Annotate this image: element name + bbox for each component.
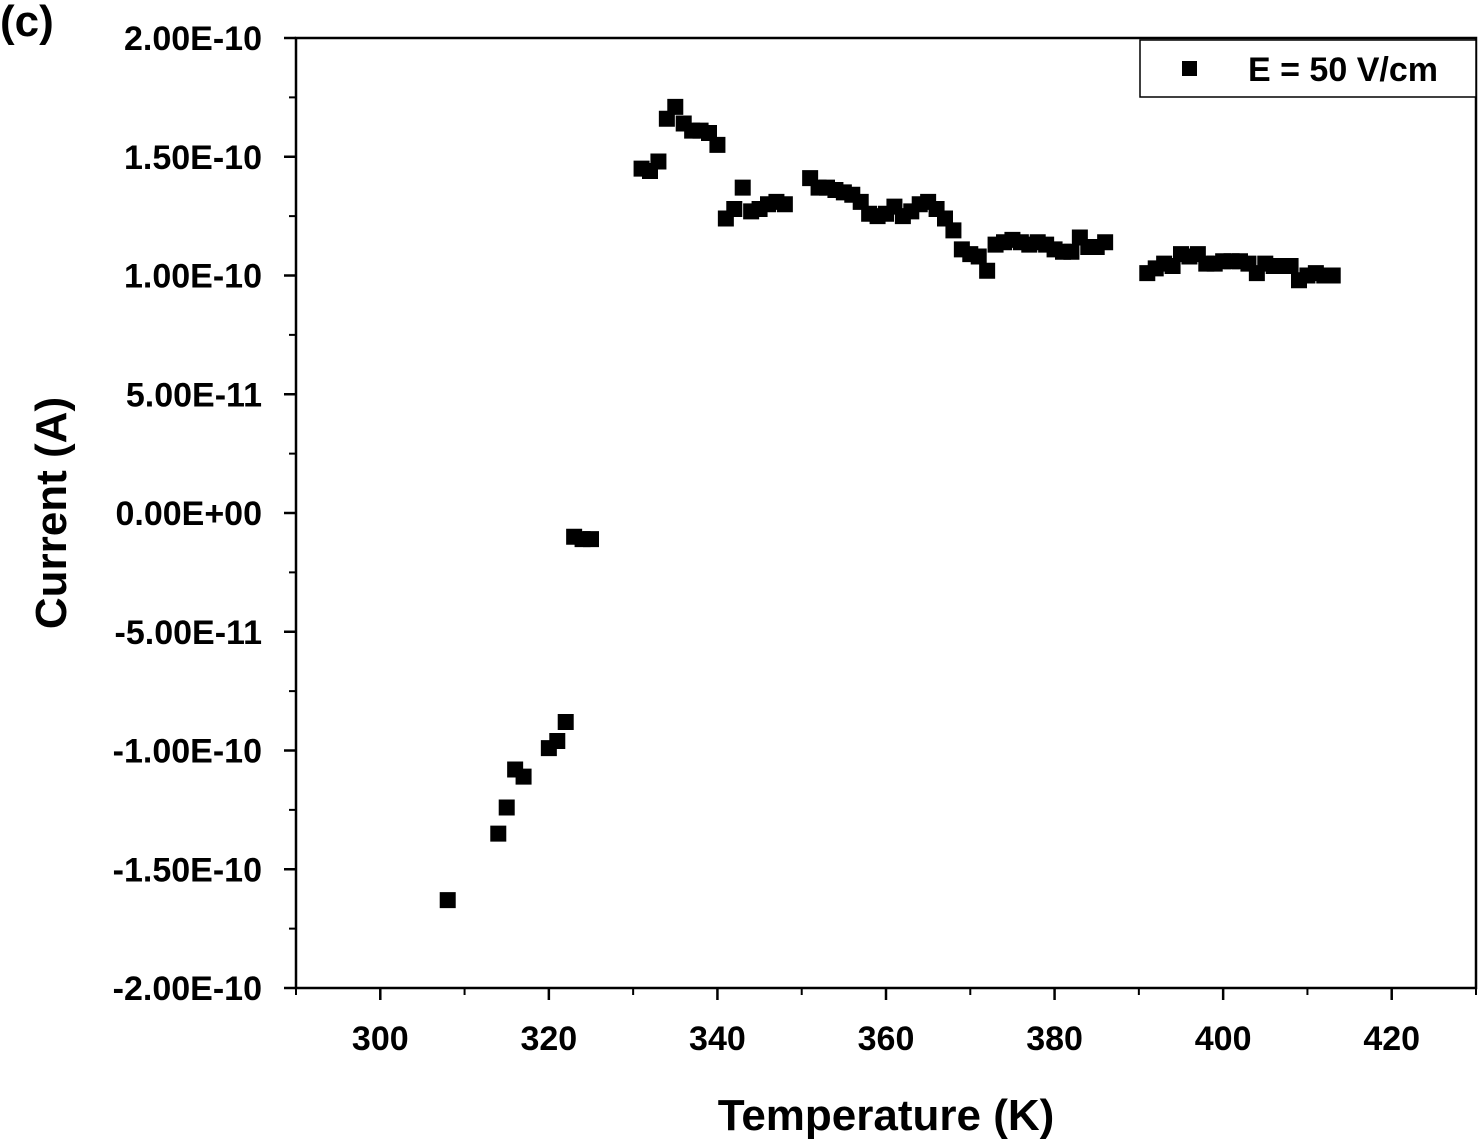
data-point — [1324, 267, 1341, 284]
plot-frame — [294, 36, 1478, 990]
data-points — [439, 98, 1341, 909]
data-point — [1063, 243, 1080, 260]
data-point — [557, 714, 574, 730]
data-point — [776, 196, 793, 213]
x-tick-label: 320 — [520, 1020, 577, 1058]
data-point — [667, 98, 684, 115]
data-point — [945, 222, 962, 239]
legend-marker — [1182, 61, 1197, 76]
y-tick-label: 2.00E-10 — [124, 20, 262, 58]
data-point — [583, 531, 599, 548]
legend-label: E = 50 V/cm — [1248, 51, 1438, 89]
y-tick-label: 0.00E+00 — [115, 495, 262, 533]
y-tick-label: -2.00E-10 — [113, 970, 262, 1008]
data-point — [709, 136, 726, 153]
data-point — [490, 825, 507, 842]
x-tick-label: 340 — [689, 1020, 746, 1058]
data-point — [726, 201, 743, 217]
data-point — [1282, 258, 1299, 274]
data-point — [549, 733, 566, 749]
data-point — [439, 892, 456, 909]
data-point — [979, 262, 996, 279]
x-tick-label: 360 — [858, 1020, 915, 1058]
data-point — [498, 799, 515, 816]
x-tick-label: 380 — [1026, 1020, 1083, 1058]
y-axis-title: Current (A) — [27, 397, 76, 629]
y-axis: 2.00E-10 1.50E-10 1.00E-10 5.00E-11 0.00E+00… — [113, 20, 296, 1008]
data-point — [970, 248, 987, 265]
y-tick-label: 5.00E-11 — [126, 376, 262, 414]
x-tick-label: 400 — [1195, 1020, 1252, 1058]
x-axis: 300 320 340 360 380 400 420 — [295, 988, 1477, 1058]
x-axis-title: Temperature (K) — [718, 1091, 1055, 1140]
y-tick-label: -1.50E-10 — [113, 851, 262, 889]
y-tick-label: -1.00E-10 — [113, 733, 262, 771]
panel-label: (c) — [0, 0, 54, 46]
y-tick-label: 1.50E-10 — [124, 139, 262, 177]
y-tick-label: -5.00E-11 — [115, 614, 262, 652]
legend: E = 50 V/cm — [1139, 39, 1477, 98]
x-tick-label: 420 — [1363, 1020, 1420, 1058]
data-point — [515, 768, 532, 785]
y-tick-label: 1.00E-10 — [124, 258, 262, 296]
data-point — [650, 153, 667, 170]
x-tick-label: 300 — [352, 1020, 409, 1058]
data-point — [734, 179, 751, 196]
data-point — [1097, 234, 1114, 251]
